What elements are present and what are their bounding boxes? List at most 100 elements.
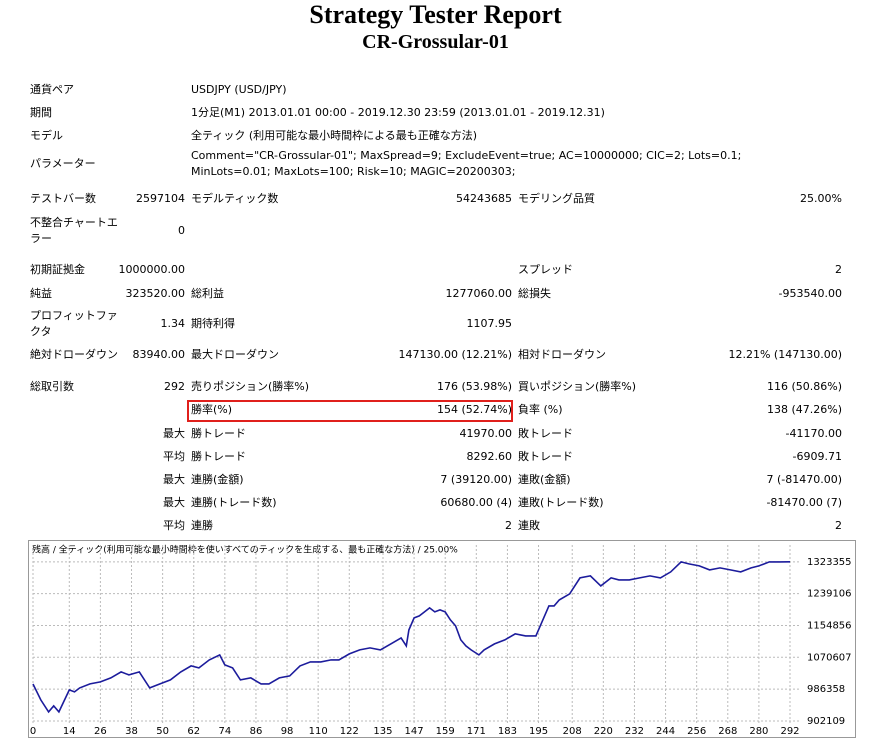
x-tick-label: 98 xyxy=(281,726,294,737)
stat-value: 2597104 xyxy=(136,192,185,205)
y-tick-label: 1239106 xyxy=(807,589,852,600)
setting-value: 1分足(M1) 2013.01.01 00:00 - 2019.12.30 23… xyxy=(191,106,605,119)
stat-label: 敗トレード xyxy=(518,450,573,463)
stat-label: 相対ドローダウン xyxy=(518,348,606,361)
stat-value: 292 xyxy=(164,380,185,393)
stat-value: 7 (-81470.00) xyxy=(766,473,842,486)
balance-line xyxy=(32,561,791,714)
stat-label: 総取引数 xyxy=(30,380,74,393)
x-tick-label: 110 xyxy=(309,726,328,737)
stat-label: 連勝 xyxy=(191,519,213,532)
x-tick-label: 268 xyxy=(718,726,737,737)
stat-value: 54243685 xyxy=(456,192,512,205)
setting-label: 期間 xyxy=(30,106,52,119)
x-tick-label: 62 xyxy=(187,726,200,737)
y-tick-label: 1323355 xyxy=(807,557,852,568)
stat-value: 平均 xyxy=(163,519,185,532)
x-tick-label: 232 xyxy=(625,726,644,737)
stat-value: 83940.00 xyxy=(132,348,186,361)
stat-label: 負率 (%) xyxy=(518,403,563,416)
stat-label: 連敗 xyxy=(518,519,540,532)
stat-value: 1.34 xyxy=(160,317,186,330)
stat-label: 勝率(%) xyxy=(191,403,233,416)
stat-value: 60680.00 (4) xyxy=(440,496,512,509)
chart-frame xyxy=(28,540,856,738)
setting-value: Comment="CR-Grossular-01"; MaxSpread=9; … xyxy=(191,149,742,178)
x-tick-label: 171 xyxy=(467,726,486,737)
setting-label: モデル xyxy=(30,129,63,142)
stat-value: 25.00% xyxy=(800,192,842,205)
setting-value: 全ティック (利用可能な最小時間枠による最も正確な方法) xyxy=(191,129,478,142)
stat-value: 12.21% (147130.00) xyxy=(728,348,842,361)
stat-value: 8292.60 xyxy=(466,450,513,463)
stat-value: 2 xyxy=(835,263,842,276)
x-tick-label: 220 xyxy=(594,726,613,737)
stat-label: 純益 xyxy=(30,287,52,300)
stat-value: 0 xyxy=(178,224,185,237)
x-tick-label: 135 xyxy=(373,726,392,737)
stat-label: 連敗(金額) xyxy=(518,473,571,486)
x-tick-label: 195 xyxy=(529,726,548,737)
x-tick-label: 122 xyxy=(340,726,359,737)
x-tick-label: 208 xyxy=(563,726,582,737)
stat-value: 1277060.00 xyxy=(445,287,512,300)
stat-label: 不整合チャートエラー xyxy=(30,216,118,245)
stat-label: 連敗(トレード数) xyxy=(518,496,604,509)
x-tick-label: 256 xyxy=(687,726,706,737)
y-tick-label: 902109 xyxy=(807,716,845,727)
stat-value: 138 (47.26%) xyxy=(766,403,842,416)
stat-value: 平均 xyxy=(163,450,185,463)
stat-label: テストバー数 xyxy=(30,192,96,205)
stat-value: -953540.00 xyxy=(778,287,842,300)
x-tick-label: 38 xyxy=(125,726,138,737)
highlight-box xyxy=(187,400,513,422)
stat-label: 勝トレード xyxy=(191,427,246,440)
stat-value: 2 xyxy=(835,519,842,532)
stat-value: 1107.95 xyxy=(466,317,513,330)
x-tick-label: 147 xyxy=(405,726,424,737)
x-tick-label: 292 xyxy=(780,726,799,737)
stat-label: 期待利得 xyxy=(191,317,235,330)
x-tick-label: 86 xyxy=(250,726,263,737)
stat-label: 絶対ドローダウン xyxy=(30,348,118,361)
y-tick-label: 1154856 xyxy=(807,620,852,631)
stat-label: 初期証拠金 xyxy=(30,263,85,276)
stat-label: 勝トレード xyxy=(191,450,246,463)
stat-value: 最大 xyxy=(163,427,185,440)
stat-label: プロフィットファクタ xyxy=(30,309,118,338)
x-tick-label: 183 xyxy=(498,726,517,737)
setting-label: パラメーター xyxy=(30,157,96,170)
stat-value: 323520.00 xyxy=(125,287,186,300)
x-tick-label: 74 xyxy=(218,726,231,737)
stat-label: 総損失 xyxy=(518,287,551,300)
stat-value: -6909.71 xyxy=(792,450,842,463)
stat-value: 154 (52.74%) xyxy=(436,403,512,416)
stat-value: 1000000.00 xyxy=(118,263,185,276)
stat-value: 41970.00 xyxy=(459,427,513,440)
stat-label: 連勝(金額) xyxy=(191,473,244,486)
stat-value: 最大 xyxy=(163,496,185,509)
stat-label: スプレッド xyxy=(518,263,573,276)
stat-value: -81470.00 (7) xyxy=(766,496,842,509)
stat-value: 最大 xyxy=(163,473,185,486)
stat-label: モデルティック数 xyxy=(191,192,279,205)
stat-value: 7 (39120.00) xyxy=(440,473,512,486)
stat-value: -41170.00 xyxy=(785,427,842,440)
report-subtitle: CR-Grossular-01 xyxy=(362,31,509,53)
balance-chart: 残高 / 全ティック(利用可能な最小時間枠を使いすべてのティックを生成する、最も… xyxy=(28,540,856,738)
stat-value: 176 (53.98%) xyxy=(436,380,512,393)
report-title: Strategy Tester Report xyxy=(309,0,562,29)
stat-label: 買いポジション(勝率%) xyxy=(518,380,637,393)
y-tick-label: 1070607 xyxy=(807,652,852,663)
x-tick-label: 280 xyxy=(749,726,768,737)
x-tick-label: 244 xyxy=(656,726,675,737)
x-tick-label: 26 xyxy=(94,726,107,737)
stat-label: 連勝(トレード数) xyxy=(191,496,277,509)
stat-label: 最大ドローダウン xyxy=(191,348,279,361)
stat-value: 2 xyxy=(505,519,512,532)
y-tick-label: 986358 xyxy=(807,684,845,695)
stat-value: 116 (50.86%) xyxy=(766,380,842,393)
setting-value: USDJPY (USD/JPY) xyxy=(191,83,287,96)
x-tick-label: 14 xyxy=(63,726,76,737)
